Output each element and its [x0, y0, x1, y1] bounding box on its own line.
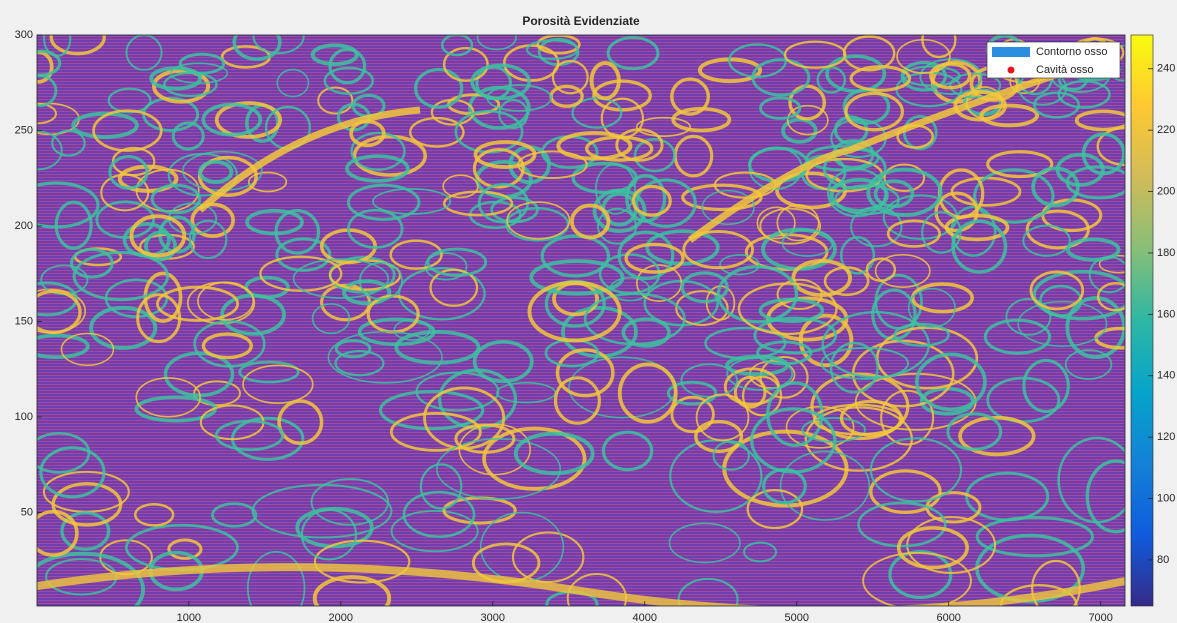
colorbar-tick-label: 100 [1157, 492, 1175, 504]
colorbar-tick-label: 140 [1157, 370, 1175, 382]
x-tick-label: 3000 [481, 612, 505, 623]
colorbar-tick-label: 240 [1157, 63, 1175, 75]
y-tick-label: 150 [15, 315, 33, 327]
y-tick-label: 300 [15, 29, 33, 41]
colorbar-tick-label: 180 [1157, 247, 1175, 259]
y-tick-label: 200 [15, 220, 33, 232]
legend-marker [1008, 67, 1015, 74]
colorbar-tick-label: 220 [1157, 124, 1175, 136]
x-tick-label: 4000 [633, 612, 657, 623]
x-tick-label: 6000 [936, 612, 960, 623]
page: Porosità Evidenziate Contorno osso Cavit… [0, 0, 1177, 623]
y-tick-label: 50 [21, 506, 33, 518]
chart-title: Porosità Evidenziate [522, 14, 640, 28]
y-tick-label: 100 [15, 411, 33, 423]
colorbar-tick-label: 120 [1157, 431, 1175, 443]
legend-label: Cavità osso [1036, 64, 1093, 76]
legend-swatch [992, 47, 1030, 57]
figure: Porosità Evidenziate Contorno osso Cavit… [0, 0, 1177, 623]
y-tick-label: 250 [15, 124, 33, 136]
x-tick-label: 7000 [1088, 612, 1112, 623]
legend: Contorno osso Cavità osso [987, 42, 1120, 78]
legend-label: Contorno osso [1036, 46, 1108, 58]
colorbar-tick-label: 80 [1157, 554, 1169, 566]
x-tick-label: 1000 [177, 612, 201, 623]
colorbar-tick-label: 160 [1157, 308, 1175, 320]
colorbar-tick-label: 200 [1157, 185, 1175, 197]
colorbar [1131, 35, 1153, 606]
x-tick-label: 5000 [784, 612, 808, 623]
x-tick-label: 2000 [329, 612, 353, 623]
